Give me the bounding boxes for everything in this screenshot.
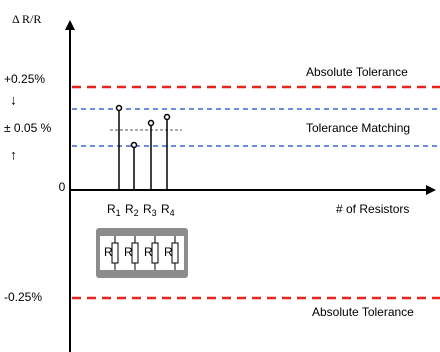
- sub: 4: [170, 208, 175, 218]
- resistor-label: R4: [161, 202, 175, 218]
- sub: 1: [116, 208, 121, 218]
- resistor-label: R3: [143, 202, 157, 218]
- zero-label: 0: [59, 180, 66, 194]
- sub: 2: [134, 208, 139, 218]
- band-label: Absolute Tolerance: [306, 65, 408, 79]
- r: R: [143, 202, 152, 216]
- r: R: [161, 202, 170, 216]
- y-axis-label: Δ R/R: [12, 12, 41, 26]
- matching-level: ± 0.05 %: [4, 121, 52, 135]
- arrow-up: ↑: [10, 147, 17, 163]
- r: R: [107, 202, 116, 216]
- arrow-down: ↓: [10, 92, 17, 108]
- sub: 3: [152, 208, 157, 218]
- stems: [115, 104, 171, 190]
- resistor-label: R2: [125, 202, 139, 218]
- network-label: R: [124, 245, 133, 259]
- upper-level: +0.25%: [4, 72, 45, 86]
- stem-head: [115, 104, 123, 112]
- resistor-label: R1: [107, 202, 121, 218]
- resistor-network: R R R R: [96, 228, 188, 278]
- stem-head: [130, 141, 138, 149]
- network-label: R: [144, 245, 153, 259]
- lower-level: -0.25%: [4, 290, 42, 304]
- network-label: R: [164, 245, 173, 259]
- resistor-labels: R1 R2 R3 R4: [107, 202, 175, 218]
- stem-head: [163, 113, 171, 121]
- x-axis-label: # of Resistors: [336, 202, 409, 216]
- stem-head: [147, 119, 155, 127]
- network-label: R: [104, 245, 113, 259]
- band-label: Tolerance Matching: [306, 121, 410, 135]
- r: R: [125, 202, 134, 216]
- band-label: Absolute Tolerance: [312, 305, 414, 319]
